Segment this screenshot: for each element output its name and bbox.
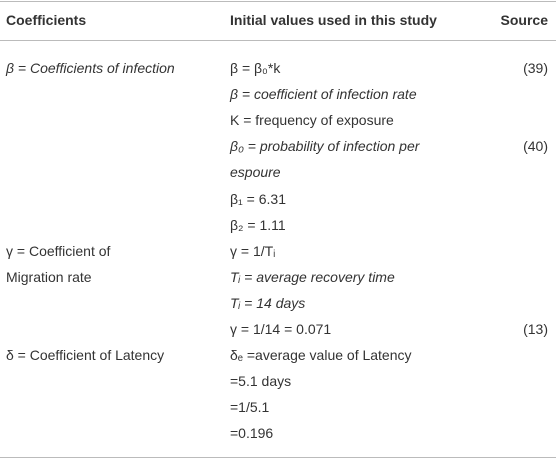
coefficient-cell: β = Coefficients of infection — [6, 60, 175, 76]
coefficient-cell: γ = Coefficient of — [6, 242, 111, 259]
value-cell: γ = 1/Tᵢ — [230, 242, 276, 259]
value-cell: K = frequency of exposure — [230, 112, 394, 129]
source-cell: (39) — [523, 60, 548, 76]
header-cell: Source — [500, 12, 548, 28]
value-cell: =5.1 days — [230, 373, 292, 390]
value-cell: β = coefficient of infection rate — [230, 86, 417, 103]
value-cell: Tᵢ = average recovery time — [230, 268, 395, 285]
value-cell: Tᵢ = 14 days — [230, 294, 306, 311]
coefficient-cell: δ = Coefficient of Latency — [6, 347, 165, 364]
top-rule — [0, 1, 556, 2]
value-cell: δₑ =average value of Latency — [230, 347, 412, 364]
value-cell: =1/5.1 — [230, 399, 270, 416]
value-cell: γ = 1/14 = 0.071 — [230, 321, 332, 337]
header-rule — [0, 40, 556, 41]
value-cell: β₁ = 6.31 — [230, 190, 286, 207]
source-cell: (13) — [523, 321, 548, 337]
source-cell: (40) — [523, 138, 548, 155]
value-cell: β₀ = probability of infection per — [230, 138, 420, 155]
header-cell: Coefficients — [6, 12, 87, 28]
coefficient-cell: Migration rate — [6, 268, 92, 285]
value-cell: =0.196 — [230, 425, 274, 442]
value-cell: β = β₀*k — [230, 60, 281, 76]
value-cell: β₂ = 1.11 — [230, 216, 286, 233]
value-cell: espoure — [230, 164, 281, 181]
header-cell: Initial values used in this study — [230, 12, 437, 28]
bottom-rule — [0, 457, 556, 458]
